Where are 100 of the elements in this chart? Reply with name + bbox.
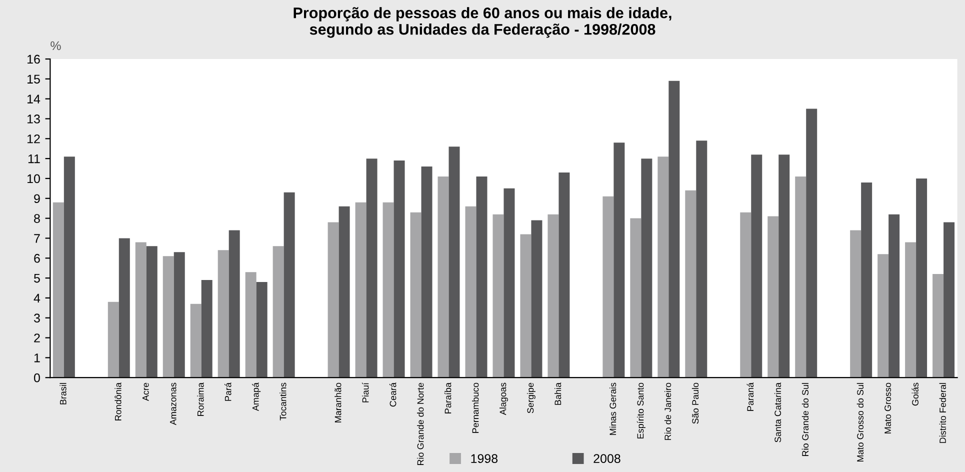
bar: [64, 156, 75, 378]
bar: [751, 154, 762, 378]
bar: [355, 202, 366, 378]
bar: [201, 280, 212, 378]
x-tick-label: Paraíba: [444, 382, 452, 414]
y-tick-label: 12: [28, 134, 40, 144]
y-tick-label: 9: [34, 194, 40, 204]
bar: [108, 302, 119, 378]
x-tick-label: Brasil: [60, 383, 66, 404]
y-tick-label: 3: [34, 314, 40, 323]
bar: [410, 212, 422, 378]
y-tick-label: 2: [34, 334, 40, 342]
y-tick-label: 11: [28, 154, 40, 164]
y-tick-label: 4: [34, 294, 40, 302]
bar: [448, 146, 460, 378]
y-tick-label: 5: [34, 274, 40, 283]
chart-title: Proporção de pessoas de 60 anos ou mais de idade, segundo as Unidades da Federação - 1998/2008: [294, 7, 672, 38]
bar: [740, 212, 752, 378]
bar: [146, 246, 158, 378]
x-tick-label: Santa Catarina: [774, 382, 782, 442]
bar: [944, 222, 955, 378]
bar: [768, 216, 779, 378]
bar: [162, 256, 174, 378]
x-tick-label: Piauí: [362, 382, 369, 402]
bar: [602, 196, 614, 378]
bar: [520, 234, 532, 378]
x-tick-label: Roraima: [197, 382, 204, 416]
x-tick-label: Mato Grosso: [884, 382, 891, 434]
x-tick-label: Goiás: [912, 382, 918, 406]
y-tick-label: 13: [28, 114, 40, 124]
x-tick-label: Bahia: [554, 382, 562, 405]
x-tick-label: Rondônia: [114, 382, 122, 420]
bar: [328, 222, 339, 378]
y-tick-label: 10: [28, 174, 40, 184]
legend-label: 2008: [594, 454, 620, 463]
y-tick-label: 16: [28, 54, 40, 64]
bar: [668, 80, 680, 378]
y-tick-label: 1: [34, 354, 40, 362]
bar: [630, 218, 642, 378]
bar: [888, 214, 900, 378]
legend-label: 1998: [471, 454, 498, 463]
bar: [52, 202, 64, 378]
bar: [932, 274, 944, 378]
x-tick-label: Ceará: [389, 382, 396, 407]
bar: [658, 156, 669, 378]
bar: [905, 242, 916, 378]
x-tick-label: São Paulo: [692, 382, 699, 424]
bar: [272, 246, 284, 378]
bar: [135, 242, 146, 378]
bar: [696, 140, 708, 378]
x-tick-label: Tocantins: [280, 382, 286, 420]
x-tick-label: Pernambuco: [472, 382, 479, 433]
bar: [795, 176, 806, 378]
x-tick-label: Acre: [142, 382, 149, 402]
bar: [245, 272, 256, 378]
bar: [476, 176, 488, 378]
bar: [338, 206, 350, 378]
bar: [174, 252, 185, 378]
y-tick-label: 14: [28, 94, 40, 104]
x-tick-label: Mato Grosso do Sul: [856, 383, 864, 462]
bar: [548, 214, 559, 378]
bar: [190, 304, 202, 378]
bar: [878, 254, 889, 378]
bar: [284, 192, 295, 378]
bar: [465, 206, 476, 378]
bar: [641, 158, 652, 378]
bar: [366, 158, 378, 378]
y-tick-label: 7: [34, 234, 40, 243]
bar: [118, 238, 130, 378]
bar: [504, 188, 515, 378]
x-tick-label: Paraná: [746, 382, 754, 411]
x-tick-label: Distrito Federal: [939, 383, 946, 443]
y-tick-label: 0: [34, 373, 40, 382]
x-tick-label: Rio Grande do Norte: [417, 382, 424, 466]
x-tick-label: Rio Grande do Sul: [802, 383, 809, 456]
bar: [778, 154, 790, 378]
bar: [531, 220, 542, 378]
bar: [558, 172, 570, 378]
bar: [614, 142, 625, 378]
bar: [685, 190, 696, 378]
bar: [806, 108, 818, 378]
bar: [492, 214, 504, 378]
y-tick-label: 15: [28, 74, 40, 84]
bar: [916, 178, 928, 378]
bar: [394, 160, 405, 378]
x-tick-label: Maranhão: [334, 382, 342, 422]
bar: [228, 230, 240, 378]
bar: [382, 202, 394, 378]
bar: [438, 176, 449, 378]
x-tick-label: Rio de Janeiro: [664, 382, 672, 440]
y-axis-title: %: [50, 41, 61, 50]
y-tick-label: 8: [34, 214, 40, 223]
bar: [850, 230, 862, 378]
x-tick-label: Amazonas: [170, 382, 176, 426]
x-tick-label: Minas Gerais: [609, 382, 616, 435]
bar: [421, 166, 432, 378]
y-tick-label: 6: [34, 254, 40, 263]
x-tick-label: Amapá: [252, 382, 261, 412]
bar: [256, 282, 268, 378]
x-tick-label: Sergipe: [527, 382, 536, 414]
